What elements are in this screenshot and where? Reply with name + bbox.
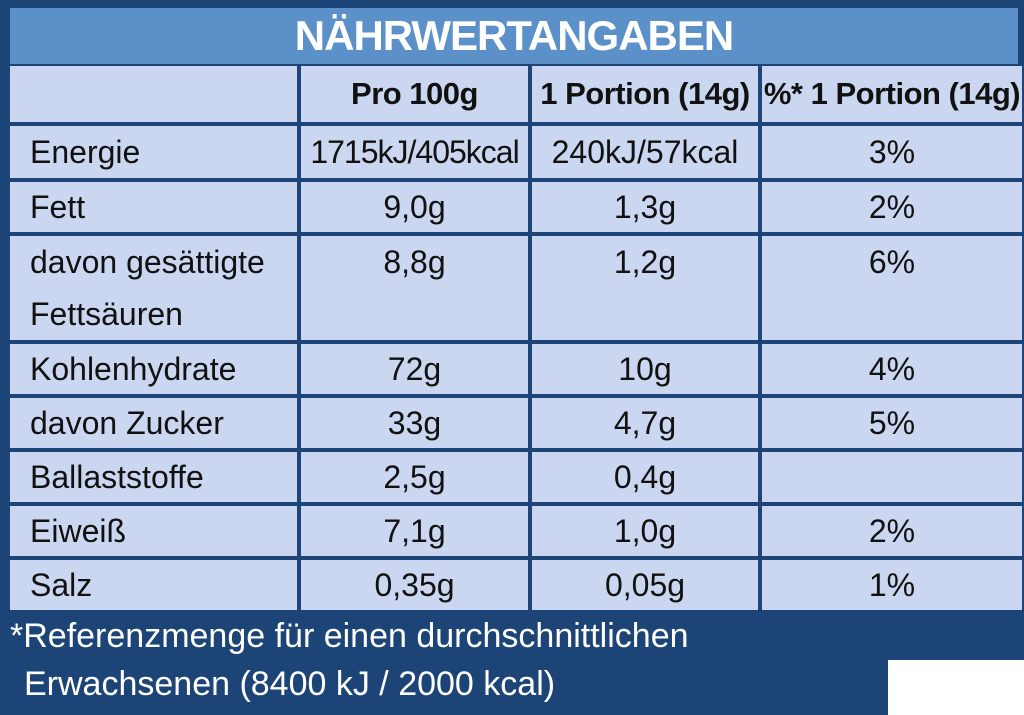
cell-portion: 4,7g (532, 398, 758, 448)
row-label: Energie (10, 126, 297, 178)
cell-portion: 0,05g (532, 560, 758, 610)
cell-per100: 9,0g (301, 182, 528, 232)
footnote-line-2: Erwachsenen (8400 kJ / 2000 kcal) (24, 665, 556, 703)
row-label: Fett (10, 182, 297, 232)
nutrition-table: Pro 100g 1 Portion (14g) %* 1 Portion (1… (6, 62, 1024, 614)
row-label: davon Zucker (10, 398, 297, 448)
cell-percent: 2% (762, 506, 1022, 556)
cell-per100: 8,8g (301, 236, 528, 340)
row-label: Salz (10, 560, 297, 610)
table-title: NÄHRWERTANGABEN (10, 8, 1018, 64)
row-label: Eiweiß (10, 506, 297, 556)
cell-portion: 1,0g (532, 506, 758, 556)
cell-percent: 5% (762, 398, 1022, 448)
cell-per100: 7,1g (301, 506, 528, 556)
cell-percent: 4% (762, 344, 1022, 394)
cell-per100: 33g (301, 398, 528, 448)
table-row: Ballaststoffe 2,5g 0,4g (10, 452, 1022, 502)
blank-corner (888, 660, 1024, 715)
table-row: Kohlenhydrate 72g 10g 4% (10, 344, 1022, 394)
table-row: Salz 0,35g 0,05g 1% (10, 560, 1022, 610)
table-header-row: Pro 100g 1 Portion (14g) %* 1 Portion (1… (10, 66, 1022, 122)
footnote-line-1: *Referenzmenge für einen durchschnittlic… (10, 617, 689, 655)
header-percent: %* 1 Portion (14g) (762, 66, 1022, 122)
header-portion: 1 Portion (14g) (532, 66, 758, 122)
row-label: Ballaststoffe (10, 452, 297, 502)
footnote: *Referenzmenge für einen durchschnittlic… (10, 612, 689, 708)
table-row: davon Zucker 33g 4,7g 5% (10, 398, 1022, 448)
cell-portion: 240kJ/57kcal (532, 126, 758, 178)
cell-portion: 1,3g (532, 182, 758, 232)
cell-per100: 72g (301, 344, 528, 394)
cell-percent: 2% (762, 182, 1022, 232)
cell-per100: 1715kJ/405kcal (301, 126, 528, 178)
header-per100: Pro 100g (301, 66, 528, 122)
cell-percent: 6% (762, 236, 1022, 340)
table-row: davon gesättigte Fettsäuren 8,8g 1,2g 6% (10, 236, 1022, 340)
cell-portion: 10g (532, 344, 758, 394)
table-row: Energie 1715kJ/405kcal 240kJ/57kcal 3% (10, 126, 1022, 178)
row-label: davon gesättigte Fettsäuren (10, 236, 297, 340)
table-row: Fett 9,0g 1,3g 2% (10, 182, 1022, 232)
cell-per100: 0,35g (301, 560, 528, 610)
cell-portion: 0,4g (532, 452, 758, 502)
cell-portion: 1,2g (532, 236, 758, 340)
header-empty (10, 66, 297, 122)
cell-per100: 2,5g (301, 452, 528, 502)
row-label: Kohlenhydrate (10, 344, 297, 394)
cell-percent (762, 452, 1022, 502)
table-row: Eiweiß 7,1g 1,0g 2% (10, 506, 1022, 556)
cell-percent: 1% (762, 560, 1022, 610)
cell-percent: 3% (762, 126, 1022, 178)
